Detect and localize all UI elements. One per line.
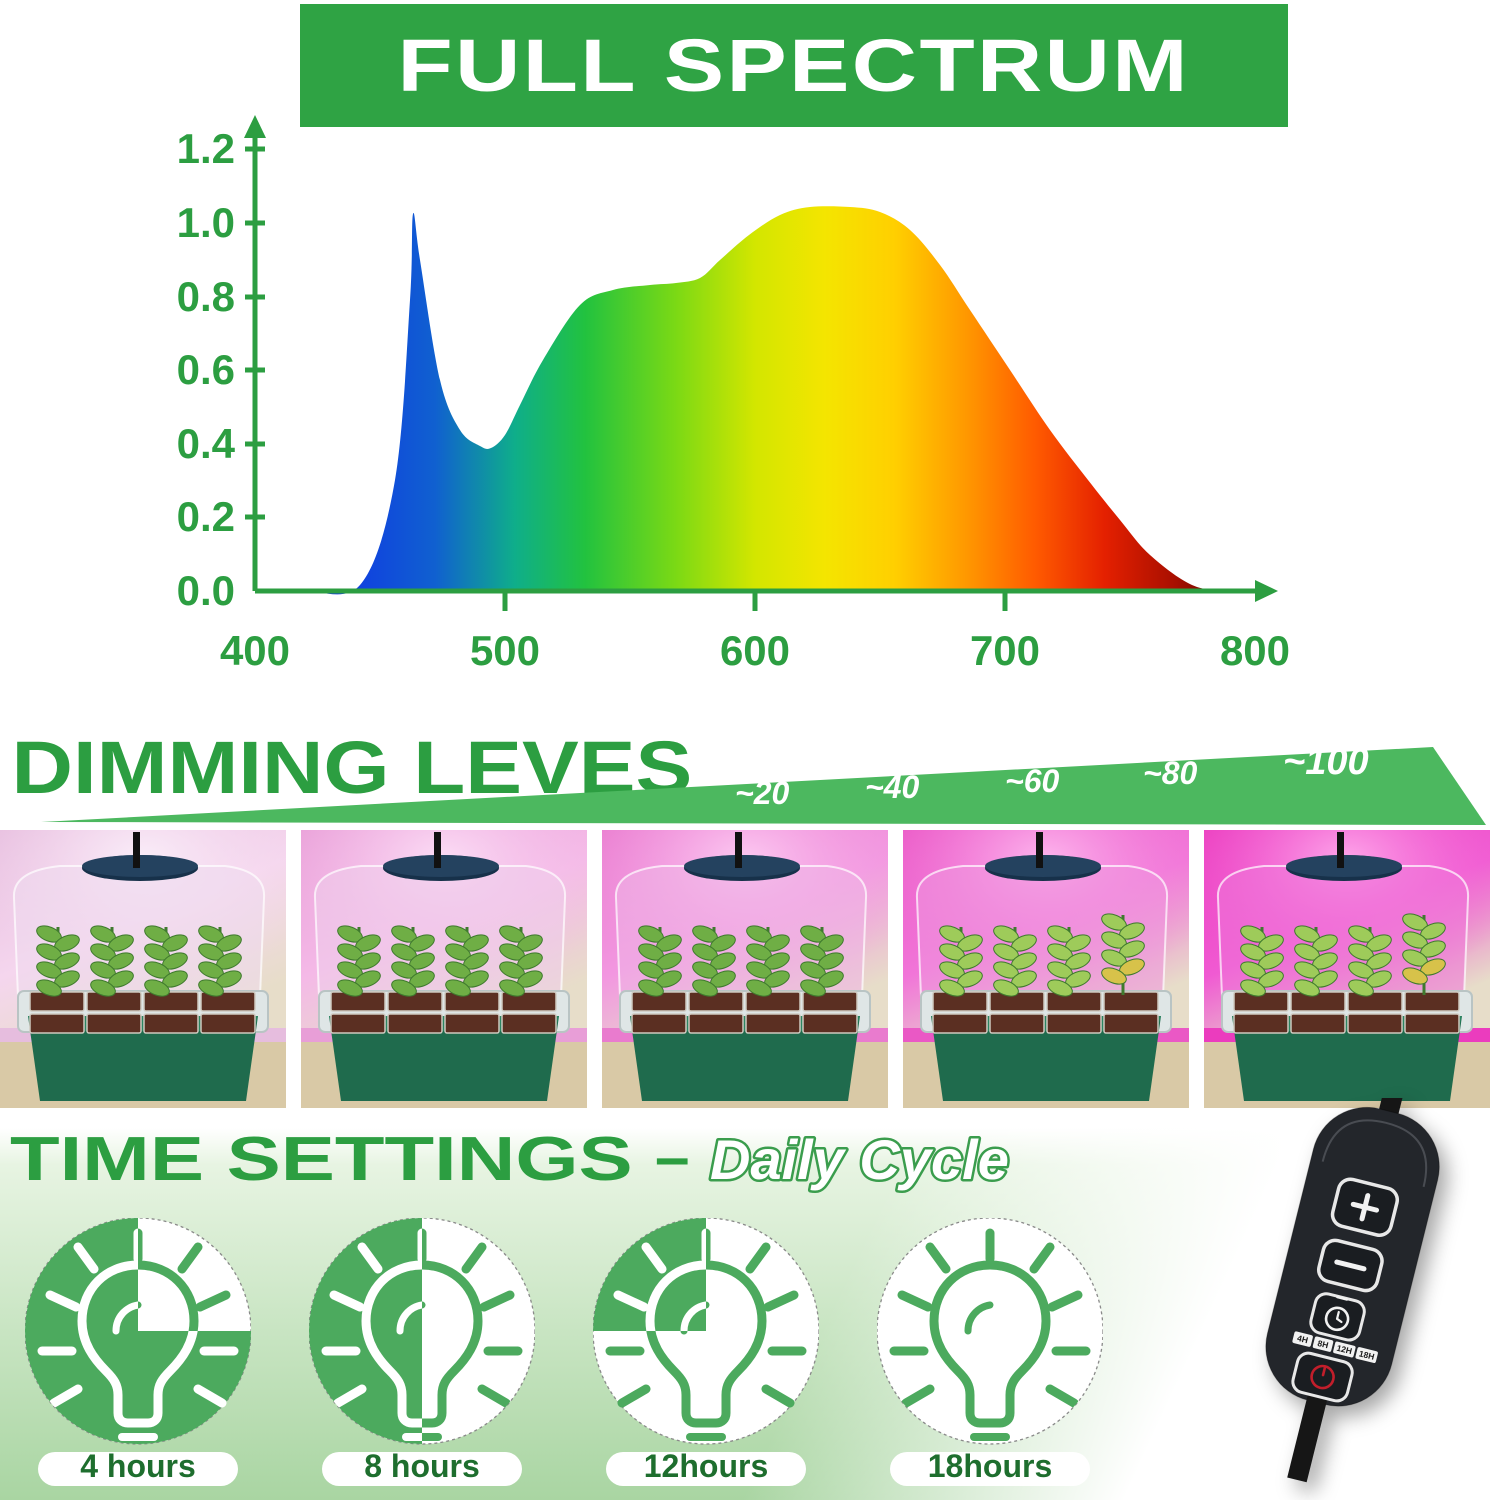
svg-text:12hours: 12hours	[644, 1448, 768, 1484]
svg-text:500: 500	[470, 627, 540, 674]
svg-text:~40: ~40	[865, 769, 919, 805]
svg-text:–: –	[655, 1123, 689, 1192]
svg-text:700: 700	[970, 627, 1040, 674]
svg-text:8 hours: 8 hours	[364, 1448, 480, 1484]
svg-text:4 hours: 4 hours	[80, 1448, 196, 1484]
svg-text:1.2: 1.2	[177, 125, 235, 172]
svg-text:0.2: 0.2	[177, 493, 235, 540]
svg-text:600: 600	[720, 627, 790, 674]
svg-text:0.8: 0.8	[177, 273, 235, 320]
svg-text:0.4: 0.4	[177, 420, 236, 467]
svg-text:~100: ~100	[1283, 741, 1369, 783]
svg-text:800: 800	[1220, 627, 1290, 674]
svg-text:18hours: 18hours	[928, 1448, 1052, 1484]
svg-text:0.6: 0.6	[177, 346, 235, 393]
svg-text:~20: ~20	[735, 775, 789, 811]
svg-text:~60: ~60	[1005, 763, 1059, 799]
svg-text:~80: ~80	[1143, 755, 1197, 791]
svg-text:400: 400	[220, 627, 290, 674]
svg-text:TIME SETTINGS: TIME SETTINGS	[10, 1125, 633, 1193]
svg-text:Daily Cycle: Daily Cycle	[710, 1128, 1009, 1191]
svg-text:0.0: 0.0	[177, 567, 235, 614]
svg-text:1.0: 1.0	[177, 199, 235, 246]
